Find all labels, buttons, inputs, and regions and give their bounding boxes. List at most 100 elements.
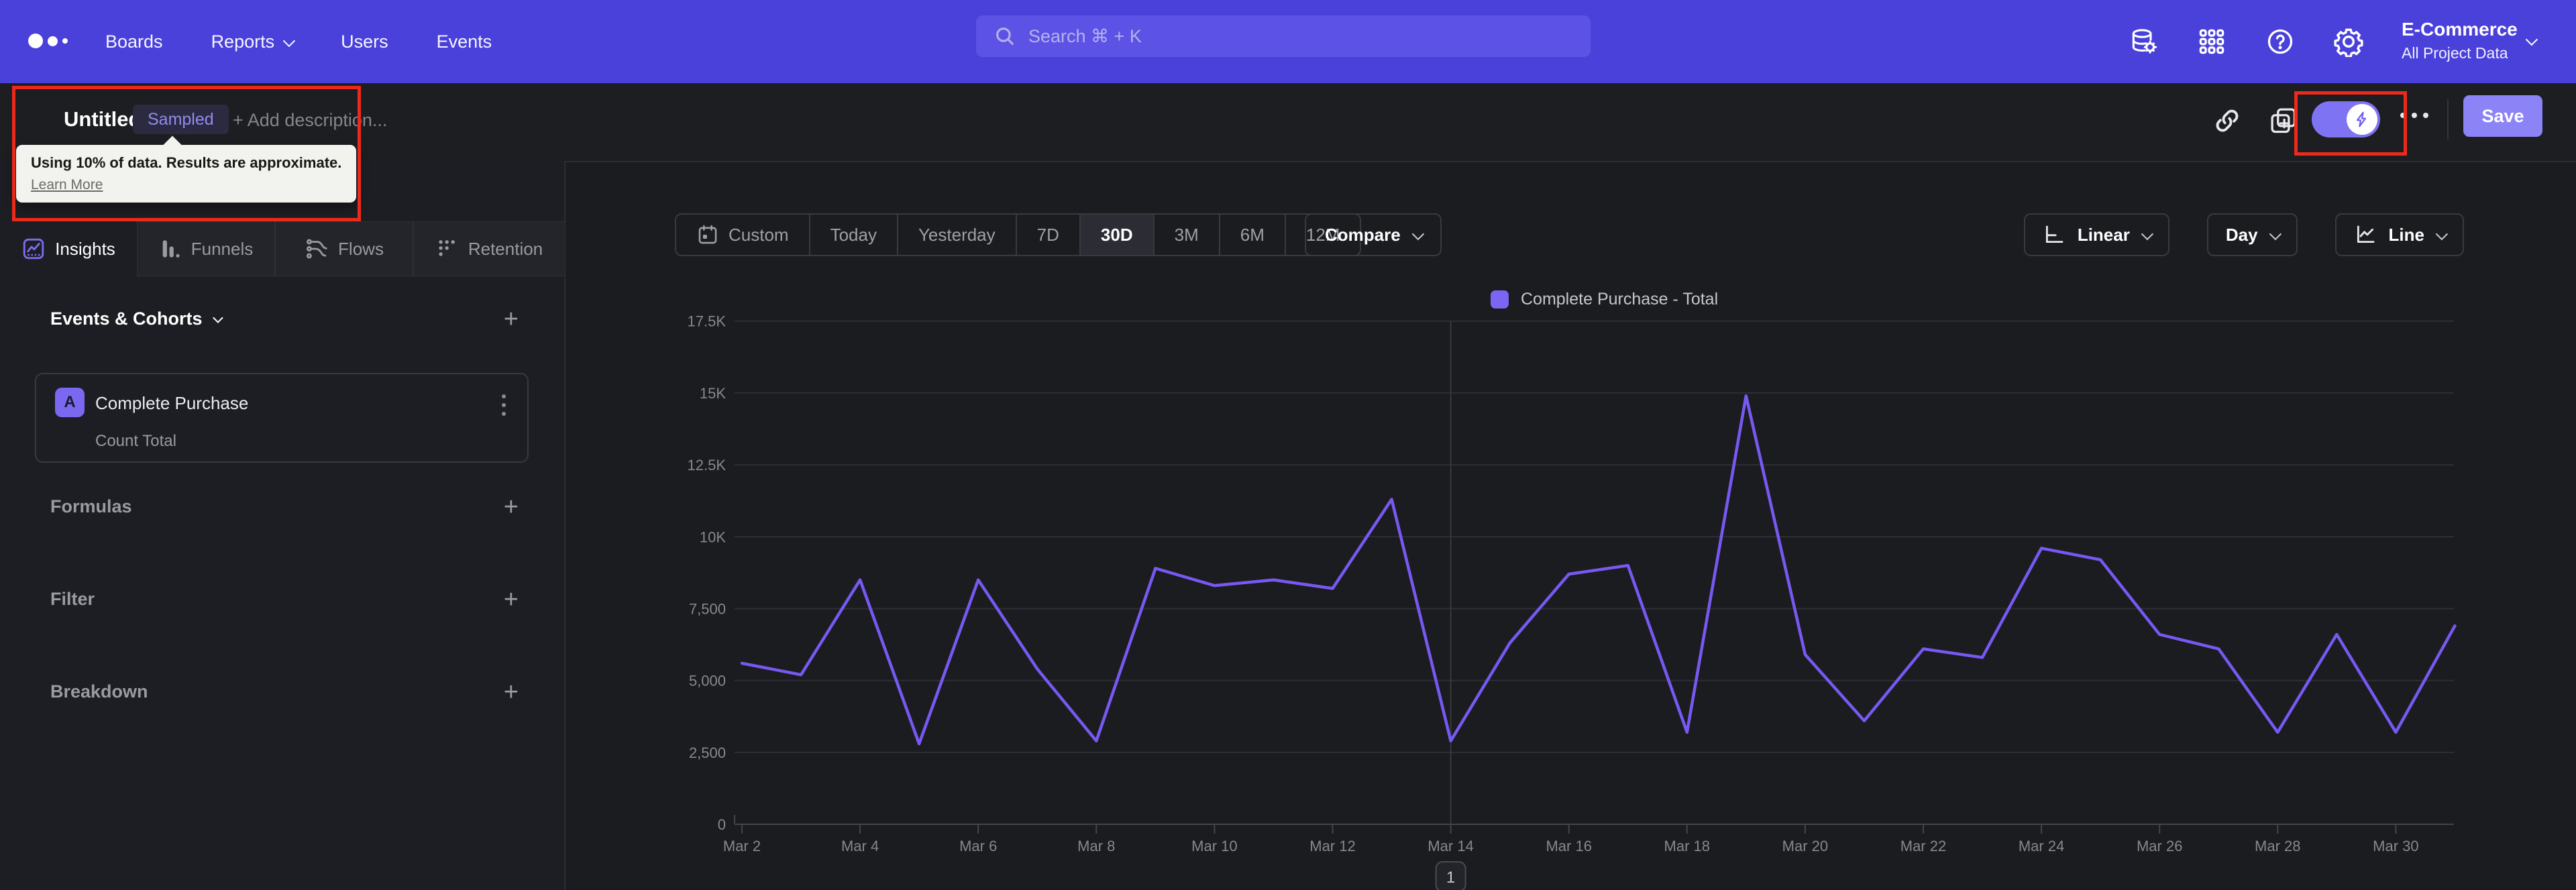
chevron-down-icon bbox=[2141, 227, 2153, 240]
chevron-down-icon bbox=[282, 34, 296, 47]
sampling-toggle[interactable] bbox=[2312, 101, 2380, 137]
range-custom[interactable]: Custom bbox=[676, 215, 810, 255]
tab-flows[interactable]: Flows bbox=[275, 221, 413, 276]
save-button[interactable]: Save bbox=[2463, 95, 2542, 137]
y-tick-label: 2,500 bbox=[689, 744, 726, 761]
x-tick-label: Mar 18 bbox=[1664, 838, 1710, 854]
nav-link-users[interactable]: Users bbox=[341, 31, 388, 52]
x-tick-label: Mar 4 bbox=[841, 838, 879, 854]
line-chart-icon bbox=[2357, 225, 2375, 243]
annotation-marker[interactable]: 1 bbox=[1435, 861, 1466, 890]
event-card[interactable]: A Complete Purchase Count Total bbox=[35, 373, 529, 463]
event-kebab-menu-icon[interactable] bbox=[498, 390, 510, 420]
toggle-knob bbox=[2347, 104, 2377, 135]
top-navbar: Boards Reports Users Events Search ⌘ + K E-… bbox=[0, 0, 2576, 83]
event-name: Complete Purchase bbox=[95, 393, 249, 413]
compare-button[interactable]: Compare bbox=[1305, 213, 1442, 256]
nav-link-reports[interactable]: Reports bbox=[211, 32, 296, 52]
project-scope: All Project Data bbox=[2402, 44, 2508, 62]
tab-insights[interactable]: Insights bbox=[0, 221, 137, 276]
copy-link-icon[interactable] bbox=[2208, 102, 2246, 140]
x-tick-label: Mar 20 bbox=[1782, 838, 1828, 854]
event-metric[interactable]: Count Total bbox=[95, 432, 176, 450]
section-breakdown: Breakdown + bbox=[50, 677, 519, 706]
report-title[interactable]: Untitled bbox=[64, 107, 142, 131]
series-line[interactable] bbox=[740, 394, 2457, 746]
range-yesterday[interactable]: Yesterday bbox=[898, 215, 1017, 255]
x-tick-label: Mar 8 bbox=[1077, 838, 1115, 854]
range-3m[interactable]: 3M bbox=[1155, 215, 1220, 255]
x-tick-label: Mar 10 bbox=[1191, 838, 1237, 854]
x-tick-label: Mar 28 bbox=[2255, 838, 2300, 854]
retention-icon bbox=[436, 237, 459, 260]
scale-dropdown[interactable]: Linear bbox=[2023, 213, 2169, 256]
y-tick-label: 10K bbox=[700, 529, 726, 545]
apps-grid-icon[interactable] bbox=[2196, 26, 2227, 57]
tab-funnels[interactable]: Funnels bbox=[137, 221, 275, 276]
lightning-bolt-icon bbox=[2356, 111, 2367, 127]
nav-link-events[interactable]: Events bbox=[436, 31, 492, 52]
nav-icon-group bbox=[2128, 0, 2364, 83]
chevron-down-icon bbox=[2525, 33, 2538, 46]
add-to-board-icon[interactable] bbox=[2265, 102, 2302, 140]
x-tick-label: Mar 12 bbox=[1309, 838, 1355, 854]
y-tick-label: 0 bbox=[718, 816, 726, 833]
add-event-button[interactable]: + bbox=[503, 304, 519, 333]
chevron-down-icon bbox=[212, 313, 223, 323]
y-tick-label: 5,000 bbox=[689, 673, 726, 689]
chevron-down-icon bbox=[2269, 227, 2282, 240]
chart-display-controls: Linear Day Line bbox=[2023, 213, 2464, 256]
report-tabs: Insights Funnels Flows Retention bbox=[0, 221, 566, 276]
range-today[interactable]: Today bbox=[810, 215, 898, 255]
settings-gear-icon[interactable] bbox=[2333, 26, 2364, 57]
x-tick-label: Mar 14 bbox=[1428, 838, 1473, 854]
chart-type-dropdown[interactable]: Line bbox=[2334, 213, 2464, 256]
add-filter-button[interactable]: + bbox=[503, 585, 519, 614]
nav-links: Boards Reports Users Events bbox=[105, 0, 492, 83]
query-builder-sidebar bbox=[0, 161, 566, 890]
sampling-tooltip: Using 10% of data. Results are approxima… bbox=[16, 135, 357, 203]
report-toolbar bbox=[0, 83, 2576, 162]
data-connections-icon[interactable] bbox=[2128, 26, 2159, 57]
range-6m[interactable]: 6M bbox=[1220, 215, 1286, 255]
legend-label: Complete Purchase - Total bbox=[1521, 290, 1719, 309]
y-tick-label: 12.5K bbox=[688, 457, 727, 474]
x-tick-label: Mar 22 bbox=[1900, 838, 1946, 854]
learn-more-link[interactable]: Learn More bbox=[31, 177, 103, 192]
range-7d[interactable]: 7D bbox=[1017, 215, 1081, 255]
y-tick-label: 17.5K bbox=[688, 313, 727, 330]
tab-retention[interactable]: Retention bbox=[413, 221, 566, 276]
sampled-badge[interactable]: Sampled bbox=[133, 105, 229, 134]
nav-link-boards[interactable]: Boards bbox=[105, 31, 163, 52]
line-chart[interactable]: 0 2,500 5,000 7,500 10K 12.5K 15K 17.5K Mar 2 Mar… bbox=[664, 305, 2489, 890]
range-12m[interactable]: 12M bbox=[1305, 224, 1340, 245]
events-cohorts-header: Events & Cohorts + bbox=[50, 304, 519, 333]
mixpanel-logo-icon[interactable] bbox=[28, 34, 68, 48]
more-options-icon[interactable] bbox=[2400, 113, 2428, 118]
axis-icon bbox=[2045, 225, 2063, 243]
range-30d[interactable]: 30D bbox=[1080, 215, 1155, 255]
section-formulas: Formulas + bbox=[50, 492, 519, 521]
event-letter-badge: A bbox=[55, 388, 85, 417]
x-tick-label: Mar 6 bbox=[959, 838, 997, 854]
search-input[interactable]: Search ⌘ + K bbox=[976, 15, 1591, 57]
search-icon bbox=[996, 27, 1014, 45]
add-breakdown-button[interactable]: + bbox=[503, 677, 519, 706]
add-formulas-button[interactable]: + bbox=[503, 492, 519, 521]
x-tick-label: Mar 30 bbox=[2373, 838, 2418, 854]
help-icon[interactable] bbox=[2265, 26, 2296, 57]
x-tick-label: Mar 16 bbox=[1546, 838, 1591, 854]
legend-swatch bbox=[1491, 290, 1509, 309]
date-range-group: Custom Today Yesterday 7D 30D 3M 6M 12M bbox=[675, 213, 1362, 256]
svg-text:1: 1 bbox=[1446, 869, 1455, 887]
x-tick-label: Mar 2 bbox=[723, 838, 761, 854]
x-tick-label: Mar 24 bbox=[2019, 838, 2064, 854]
add-description-button[interactable]: + Add description... bbox=[233, 110, 388, 130]
chart-legend[interactable]: Complete Purchase - Total bbox=[1491, 290, 1718, 309]
flows-icon bbox=[305, 237, 329, 261]
events-cohorts-label[interactable]: Events & Cohorts bbox=[50, 309, 223, 329]
granularity-dropdown[interactable]: Day bbox=[2206, 213, 2298, 256]
project-selector[interactable]: E-Commerce All Project Data bbox=[2402, 16, 2518, 63]
tooltip-text: Using 10% of data. Results are approxima… bbox=[31, 154, 342, 171]
